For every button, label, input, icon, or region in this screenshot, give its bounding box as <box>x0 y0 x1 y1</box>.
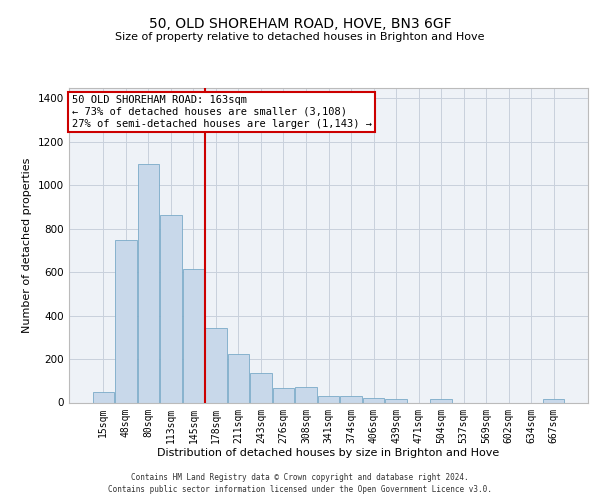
Text: Size of property relative to detached houses in Brighton and Hove: Size of property relative to detached ho… <box>115 32 485 42</box>
Bar <box>385 399 407 402</box>
X-axis label: Distribution of detached houses by size in Brighton and Hove: Distribution of detached houses by size … <box>157 448 500 458</box>
Bar <box>363 398 384 402</box>
Bar <box>430 399 452 402</box>
Bar <box>543 399 565 402</box>
Bar <box>160 214 182 402</box>
Y-axis label: Number of detached properties: Number of detached properties <box>22 158 32 332</box>
Text: 50 OLD SHOREHAM ROAD: 163sqm
← 73% of detached houses are smaller (3,108)
27% of: 50 OLD SHOREHAM ROAD: 163sqm ← 73% of de… <box>71 96 371 128</box>
Bar <box>137 164 159 402</box>
Text: Contains HM Land Registry data © Crown copyright and database right 2024.
Contai: Contains HM Land Registry data © Crown c… <box>108 472 492 494</box>
Bar <box>340 396 362 402</box>
Bar <box>295 388 317 402</box>
Bar <box>115 240 137 402</box>
Bar <box>182 269 204 402</box>
Text: 50, OLD SHOREHAM ROAD, HOVE, BN3 6GF: 50, OLD SHOREHAM ROAD, HOVE, BN3 6GF <box>149 18 451 32</box>
Bar <box>250 373 272 402</box>
Bar <box>92 392 114 402</box>
Bar <box>273 388 294 402</box>
Bar <box>205 328 227 402</box>
Bar <box>228 354 249 403</box>
Bar <box>318 396 339 402</box>
